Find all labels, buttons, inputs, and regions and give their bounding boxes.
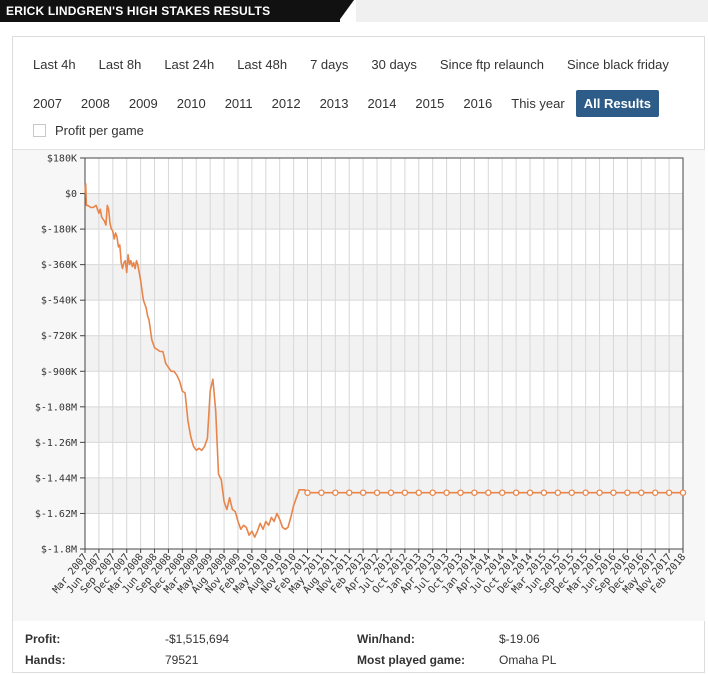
data-point <box>610 489 617 496</box>
grid-band <box>85 335 683 372</box>
time-filter-row: Last 4h Last 8h Last 24h Last 48h 7 days 30 d… <box>25 51 684 78</box>
page-title: ERICK LINDGREN'S HIGH STAKES RESULTS <box>6 4 271 18</box>
y-tick-label: $-1.62M <box>35 509 77 520</box>
chart-background: $180K $0 $-180K $-360K $-540K $-720K $-900K $-1… <box>13 149 705 621</box>
year-filter-row: 2007 2008 2009 2010 2011 2012 2013 2014 2015 2016… <box>25 90 662 117</box>
filter-2016-button[interactable]: 2016 <box>463 96 493 111</box>
title-slant <box>338 0 354 22</box>
filter-last-48h-button[interactable]: Last 48h <box>237 57 288 72</box>
profit-value: -$1,515,694 <box>165 632 230 646</box>
data-point <box>638 489 645 496</box>
grid-band <box>85 193 683 230</box>
chart-container: $180K $0 $-180K $-360K $-540K $-720K $-900K $-1… <box>13 149 705 621</box>
filter-2013-button[interactable]: 2013 <box>319 96 349 111</box>
data-point <box>526 489 534 496</box>
profit-per-game-checkbox[interactable] <box>33 124 46 137</box>
filter-last-24h-button[interactable]: Last 24h <box>164 57 215 72</box>
data-point <box>596 489 603 496</box>
data-point <box>345 489 353 496</box>
grid-band <box>85 477 683 514</box>
data-point <box>373 489 381 496</box>
profit-label: Profit: <box>25 632 61 646</box>
y-tick-label: $-540K <box>41 296 77 307</box>
data-point <box>415 489 423 496</box>
filter-2011-button[interactable]: 2011 <box>224 96 253 111</box>
hands-label: Hands: <box>25 653 66 667</box>
title-bar-fill <box>356 0 708 22</box>
filter-2014-button[interactable]: 2014 <box>367 96 397 111</box>
filter-2010-button[interactable]: 2010 <box>176 96 206 111</box>
filter-this-year-button[interactable]: This year <box>511 96 565 111</box>
data-point <box>429 489 436 496</box>
y-tick-label: $-180K <box>41 225 77 236</box>
most-played-value: Omaha PL <box>499 653 557 667</box>
y-tick-label: $0 <box>65 189 77 200</box>
filter-since-black-friday-button[interactable]: Since black friday <box>567 57 669 72</box>
data-point <box>582 489 589 496</box>
y-tick-label: $180K <box>47 154 77 165</box>
y-tick-label: $-1.8M <box>41 545 77 556</box>
data-point <box>624 489 631 496</box>
data-point <box>651 489 659 496</box>
data-point <box>359 489 367 496</box>
data-point <box>665 489 673 496</box>
data-point <box>679 489 687 496</box>
filter-7-days-button[interactable]: 7 days <box>310 57 349 72</box>
filter-2009-button[interactable]: 2009 <box>128 96 158 111</box>
y-tick-label: $-900K <box>41 367 77 378</box>
filter-2007-button[interactable]: 2007 <box>33 96 62 111</box>
title-background <box>0 0 340 22</box>
y-tick-label: $-720K <box>41 331 77 342</box>
plot-frame <box>84 157 684 550</box>
filter-2015-button[interactable]: 2015 <box>415 96 445 111</box>
data-point <box>485 489 492 496</box>
filter-since-ftp-relaunch-button[interactable]: Since ftp relaunch <box>439 57 544 72</box>
results-chart: $180K $0 $-180K $-360K $-540K $-720K $-900K $-1… <box>35 154 688 596</box>
y-tick-label: $-360K <box>41 260 77 271</box>
y-tick-label: $-1.26M <box>35 438 77 449</box>
title-bar: ERICK LINDGREN'S HIGH STAKES RESULTS <box>0 0 708 22</box>
y-tick-label: $-1.08M <box>35 402 77 413</box>
grid-band <box>85 264 683 301</box>
data-point <box>401 489 409 496</box>
filter-last-8h-button[interactable]: Last 8h <box>98 57 142 72</box>
filter-all-results-button[interactable]: All Results <box>575 90 659 117</box>
data-point <box>554 489 562 496</box>
most-played-label: Most played game: <box>357 653 466 667</box>
profit-per-game-option[interactable]: Profit per game <box>33 123 144 138</box>
data-point <box>387 489 395 496</box>
hands-value: 79521 <box>165 653 199 667</box>
data-point <box>332 489 339 496</box>
data-point <box>304 489 311 496</box>
winhand-label: Win/hand: <box>357 632 415 646</box>
filter-30-days-button[interactable]: 30 days <box>371 57 417 72</box>
data-point <box>457 489 464 496</box>
winhand-value: $-19.06 <box>499 632 540 646</box>
data-point <box>512 489 520 496</box>
results-panel: Last 4h Last 8h Last 24h Last 48h 7 days 30 d… <box>12 36 705 673</box>
filter-2012-button[interactable]: 2012 <box>271 96 301 111</box>
data-point <box>443 489 450 496</box>
grid-band <box>85 406 683 443</box>
data-point <box>568 489 575 496</box>
data-point <box>498 489 506 496</box>
profit-per-game-label: Profit per game <box>55 123 144 138</box>
filter-2008-button[interactable]: 2008 <box>80 96 110 111</box>
data-point <box>540 489 548 496</box>
data-point <box>471 489 478 496</box>
filter-last-4h-button[interactable]: Last 4h <box>33 57 76 72</box>
y-tick-label: $-1.44M <box>35 473 77 484</box>
data-point <box>318 489 325 496</box>
